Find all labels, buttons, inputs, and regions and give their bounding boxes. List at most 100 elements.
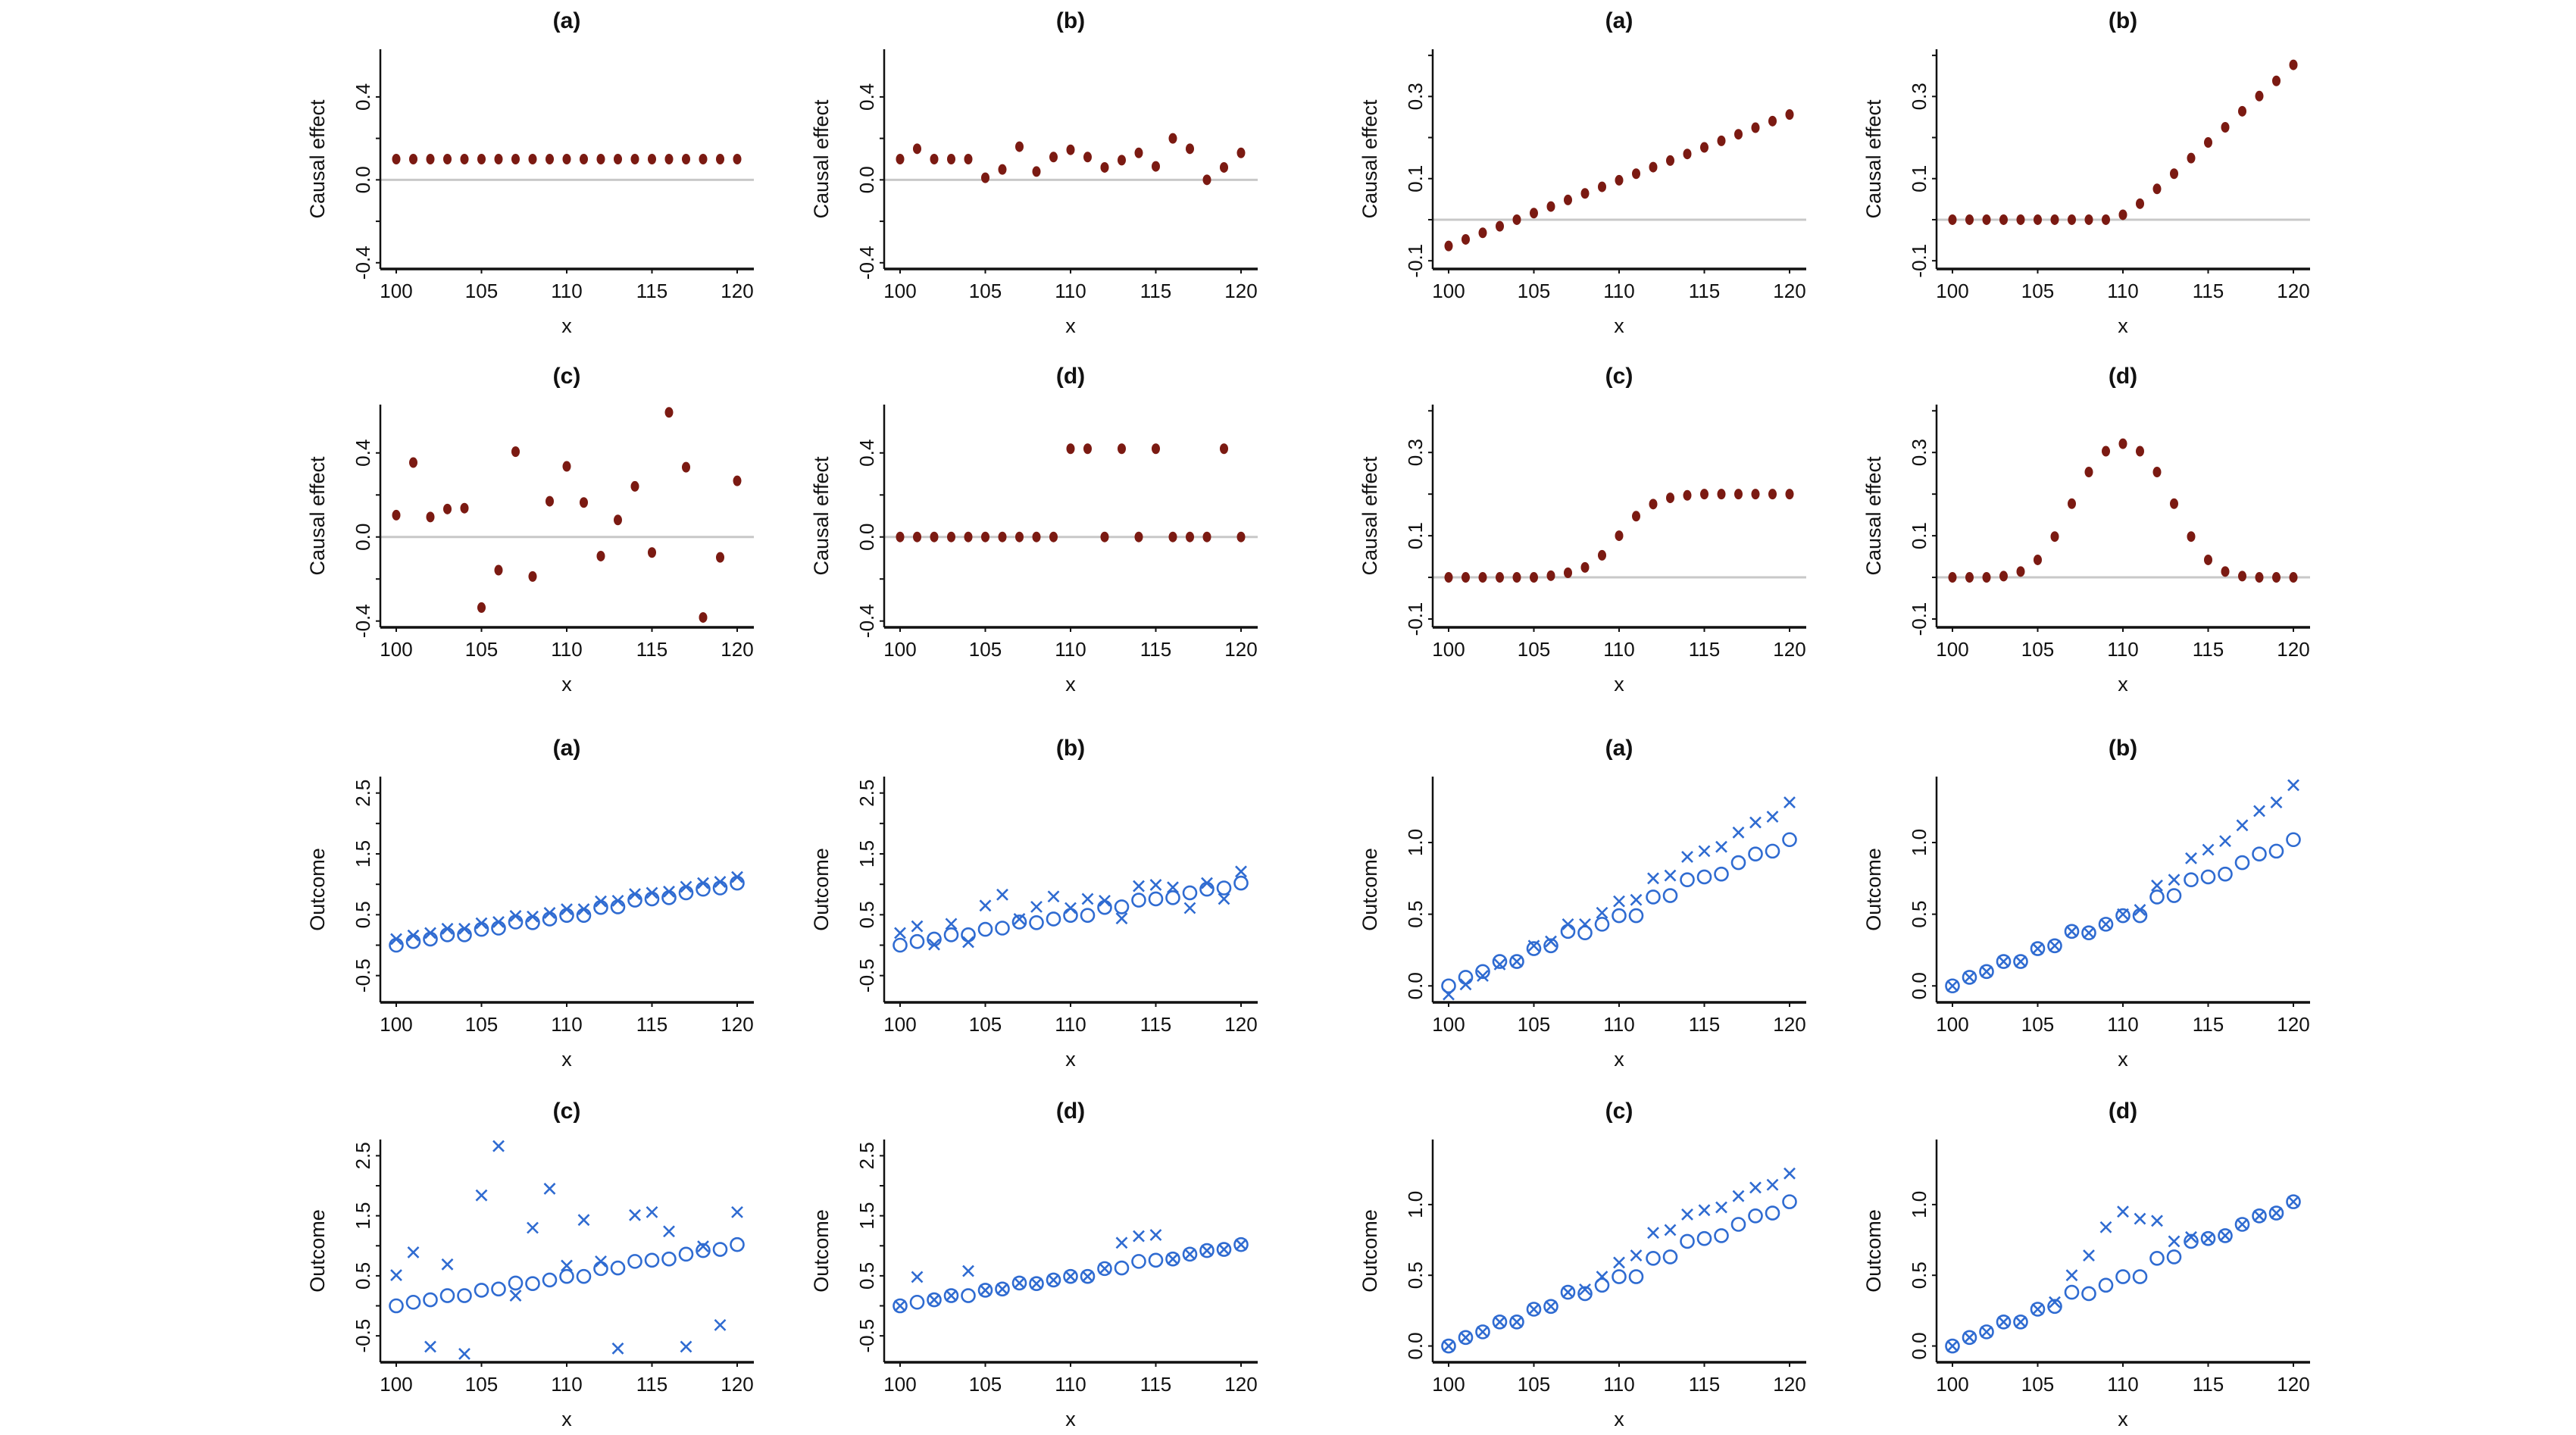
treated-outcome-point xyxy=(1099,894,1111,907)
control-outcome-point xyxy=(1560,1284,1576,1300)
treated-outcome-point xyxy=(1647,872,1659,885)
control-outcome-point xyxy=(457,1288,472,1303)
control-outcome-point xyxy=(2166,1249,2182,1265)
panel: (a) -0.1 0.1 0.3 100 105 110 115 120 x Causal effe… xyxy=(1358,8,1806,337)
x-tick-label: 100 xyxy=(883,280,916,302)
x-tick-label: 120 xyxy=(2277,1373,2309,1396)
control-outcome-point xyxy=(1696,869,1712,885)
control-outcome-point xyxy=(661,890,677,905)
treated-outcome-point xyxy=(424,1340,436,1353)
x-axis-label: x xyxy=(1614,1408,1624,1430)
x-tick-label: 110 xyxy=(1603,1013,1634,1036)
y-axis-label: Outcome xyxy=(1358,848,1381,931)
x-tick-label: 115 xyxy=(1140,638,1171,661)
control-outcome-point xyxy=(1765,843,1780,859)
control-outcome-point xyxy=(1441,1338,1456,1354)
x-tick-label: 115 xyxy=(1689,280,1720,302)
effect-point xyxy=(998,164,1007,175)
y-tick-label: 1.5 xyxy=(352,840,374,868)
effect-point xyxy=(2221,566,2230,577)
y-tick-label: -0.4 xyxy=(855,604,878,638)
x-tick-label: 110 xyxy=(1603,280,1634,302)
control-outcome-point xyxy=(593,899,608,915)
effect-point xyxy=(494,154,503,164)
y-tick-label: 1.0 xyxy=(1404,829,1427,856)
treated-outcome-point xyxy=(2015,955,2027,968)
y-axis-label: Outcome xyxy=(306,1209,329,1293)
effect-point xyxy=(2204,137,2212,149)
effect-point xyxy=(1083,152,1092,163)
x-tick-label: 120 xyxy=(1773,638,1805,661)
treated-outcome-point xyxy=(1681,1208,1693,1221)
effect-point xyxy=(1965,572,1974,583)
y-axis-label: Causal effect xyxy=(306,99,329,219)
y-tick-label: 0.5 xyxy=(352,1262,374,1290)
effect-point xyxy=(1512,572,1521,583)
control-outcome-point xyxy=(1526,941,1542,956)
control-outcome-point xyxy=(542,1272,558,1288)
control-outcome-point xyxy=(1680,1233,1695,1249)
effect-point xyxy=(1785,109,1794,120)
treated-outcome-point xyxy=(731,1205,743,1218)
control-outcome-point xyxy=(1662,1249,1678,1265)
x-tick-label: 115 xyxy=(1689,638,1720,661)
control-outcome-point xyxy=(1029,1276,1044,1291)
x-tick-label: 115 xyxy=(2193,638,2224,661)
treated-outcome-point xyxy=(1630,893,1643,906)
treated-outcome-point xyxy=(1749,1181,1762,1194)
treated-outcome-point xyxy=(2236,1218,2249,1230)
y-axis-label: Causal effect xyxy=(1358,456,1381,576)
effect-point xyxy=(998,531,1007,542)
panel-title: (a) xyxy=(1605,8,1633,33)
effect-point xyxy=(2238,105,2246,117)
treated-outcome-point xyxy=(543,907,556,919)
treated-outcome-point xyxy=(663,1225,675,1238)
y-tick-label: 0.1 xyxy=(1404,522,1427,549)
effect-point xyxy=(2289,59,2298,70)
treated-outcome-point xyxy=(962,1265,974,1277)
control-outcome-point xyxy=(1182,1246,1198,1262)
treated-outcome-point xyxy=(945,1290,958,1302)
treated-outcome-point xyxy=(680,880,692,893)
treated-outcome-point xyxy=(390,933,402,946)
x-tick-label: 110 xyxy=(551,1013,582,1036)
x-tick-label: 115 xyxy=(1140,280,1171,302)
control-outcome-point xyxy=(627,893,642,908)
y-tick-label: 0.5 xyxy=(352,901,374,928)
effect-point xyxy=(1444,572,1453,583)
treated-outcome-point xyxy=(962,936,974,949)
x-tick-label: 115 xyxy=(2193,280,2224,302)
panel: (b) -0.4 0.0 0.4 100 105 110 115 120 x Causal effe… xyxy=(810,8,1258,337)
y-tick-label: 0.3 xyxy=(1404,83,1427,110)
panel: (a) -0.5 0.5 1.5 2.5 100 105 110 115 120 x Outcome xyxy=(306,736,754,1071)
control-outcome-point xyxy=(491,1281,506,1297)
control-outcome-point xyxy=(893,937,908,953)
effect-point xyxy=(2016,566,2025,577)
treated-outcome-point xyxy=(2236,819,2249,832)
control-outcome-point xyxy=(1233,1236,1249,1252)
effect-point xyxy=(1768,115,1777,127)
treated-outcome-point xyxy=(697,1240,709,1252)
effect-point xyxy=(2187,531,2196,542)
treated-outcome-point xyxy=(611,894,624,907)
treated-outcome-point xyxy=(697,877,709,889)
x-tick-label: 120 xyxy=(1773,280,1805,302)
treated-outcome-point xyxy=(2270,796,2283,808)
treated-outcome-point xyxy=(646,1205,658,1218)
y-axis-label: Causal effect xyxy=(810,456,833,576)
control-outcome-point xyxy=(593,1261,608,1277)
x-axis-label: x xyxy=(1065,314,1076,337)
control-outcome-point xyxy=(1996,954,2012,969)
control-outcome-point xyxy=(439,927,455,943)
y-tick-label: 0.0 xyxy=(855,166,878,193)
treated-outcome-point xyxy=(595,895,607,908)
control-outcome-point xyxy=(678,1246,694,1262)
treated-outcome-point xyxy=(1030,1277,1043,1290)
control-outcome-point xyxy=(610,1260,626,1276)
effect-point xyxy=(2068,498,2076,509)
treated-outcome-point xyxy=(1784,1167,1796,1180)
effect-point xyxy=(614,514,622,526)
control-outcome-point xyxy=(712,880,728,896)
control-outcome-point xyxy=(995,1281,1010,1297)
control-outcome-point xyxy=(1945,1338,1960,1354)
